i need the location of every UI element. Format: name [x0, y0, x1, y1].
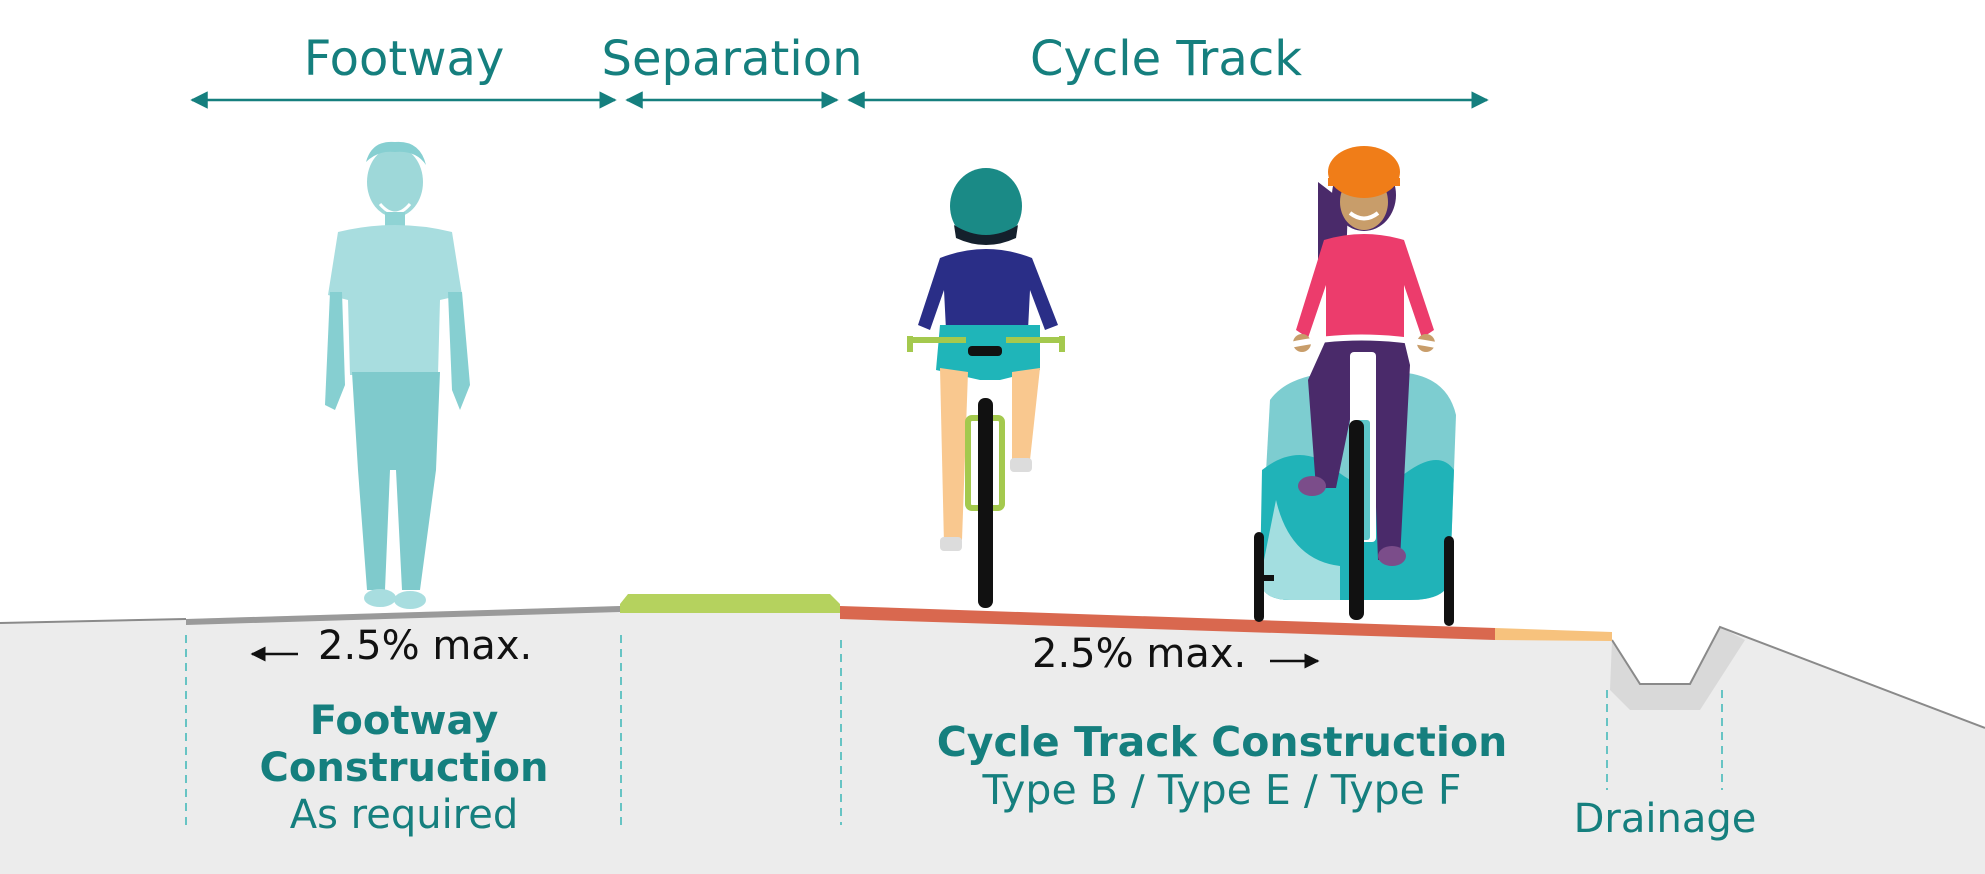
pedestrian-figure: [325, 141, 470, 609]
footway-construction-line-2: Construction: [259, 745, 549, 791]
footway-surface: [186, 606, 620, 625]
ground: [0, 606, 1985, 874]
footway-slope-label: 2.5% max.: [318, 623, 533, 669]
footway-construction-line-1: Footway: [309, 698, 499, 744]
cycle-track-slope-label: 2.5% max.: [1032, 631, 1247, 677]
cyclist-figure: [907, 168, 1065, 608]
cyclist-with-trailer-figure: [1254, 146, 1456, 626]
dimension-guides: [185, 85, 1494, 545]
cycle-track-surface: [840, 606, 1495, 640]
drainage-label: Drainage: [1573, 796, 1757, 842]
footway-construction-label: Footway Construction As required: [260, 698, 549, 839]
cycle-construction-line-1: Cycle Track Construction: [936, 718, 1508, 766]
separation-strip: [620, 594, 840, 613]
footway-header: Footway: [303, 31, 505, 87]
footway-construction-line-3: As required: [289, 792, 519, 838]
cycle-construction-line-2: Type B / Type E / Type F: [982, 766, 1462, 814]
edge-strip: [1495, 628, 1612, 641]
cycle-track-construction-label: Cycle Track Construction Type B / Type E…: [937, 718, 1508, 814]
cycle-track-header: Cycle Track: [1029, 31, 1303, 87]
separation-header: Separation: [601, 31, 863, 87]
drainage-ditch: [1610, 627, 1745, 710]
